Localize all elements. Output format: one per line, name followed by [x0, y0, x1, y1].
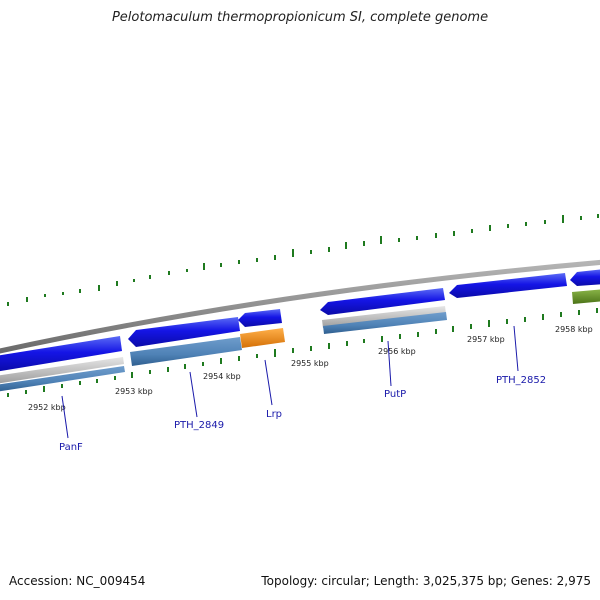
gene-leader-lines [61, 325, 519, 439]
kbp-label-2953: 2953 kbp [115, 387, 153, 396]
gene-label-pth-2849[interactable]: PTH_2849 [174, 420, 224, 431]
gray-band-1 [0, 357, 124, 384]
kbp-label-2952: 2952 kbp [28, 403, 66, 412]
steel-band-1[interactable] [0, 366, 125, 392]
inner-tick-ring [7, 308, 598, 397]
gene-label-pth-2852[interactable]: PTH_2852 [496, 375, 546, 386]
cds-feature-fwd-2[interactable] [128, 317, 240, 347]
gene-label-panf[interactable]: PanF [59, 442, 83, 453]
kbp-label-2958: 2958 kbp [555, 325, 593, 334]
similarity-track [0, 289, 600, 392]
cds-feature-fwd-3[interactable] [238, 309, 282, 327]
steel-band-3[interactable] [323, 312, 447, 334]
position-labels: 2952 kbp 2953 kbp 2954 kbp 2955 kbp 2956… [28, 325, 593, 412]
gene-labels: PanF PTH_2849 Lrp PutP PTH_2852 [59, 375, 546, 453]
steel-band-2[interactable] [130, 337, 242, 366]
kbp-label-2955: 2955 kbp [291, 359, 329, 368]
accession-text: Accession: NC_009454 [9, 574, 146, 588]
cds-feature-fwd-1[interactable] [0, 336, 122, 372]
map-title: Pelotomaculum thermopropionicum SI, comp… [111, 10, 489, 25]
outer-tick-ring [7, 214, 599, 306]
gene-label-putp[interactable]: PutP [384, 389, 406, 400]
topology-summary: Topology: circular; Length: 3,025,375 bp… [261, 574, 591, 588]
genome-backbone [0, 259, 600, 354]
cds-feature-fwd-5[interactable] [449, 273, 567, 298]
olive-band[interactable] [572, 289, 600, 304]
kbp-label-2957: 2957 kbp [467, 335, 505, 344]
cds-feature-fwd-4[interactable] [320, 288, 445, 315]
orange-band[interactable] [240, 328, 285, 348]
cds-feature-fwd-6[interactable] [570, 269, 600, 286]
forward-cds-track [0, 269, 600, 372]
gray-band-2 [322, 306, 446, 328]
kbp-label-2954: 2954 kbp [203, 372, 241, 381]
gene-label-lrp[interactable]: Lrp [266, 409, 282, 420]
kbp-label-2956: 2956 kbp [378, 347, 416, 356]
